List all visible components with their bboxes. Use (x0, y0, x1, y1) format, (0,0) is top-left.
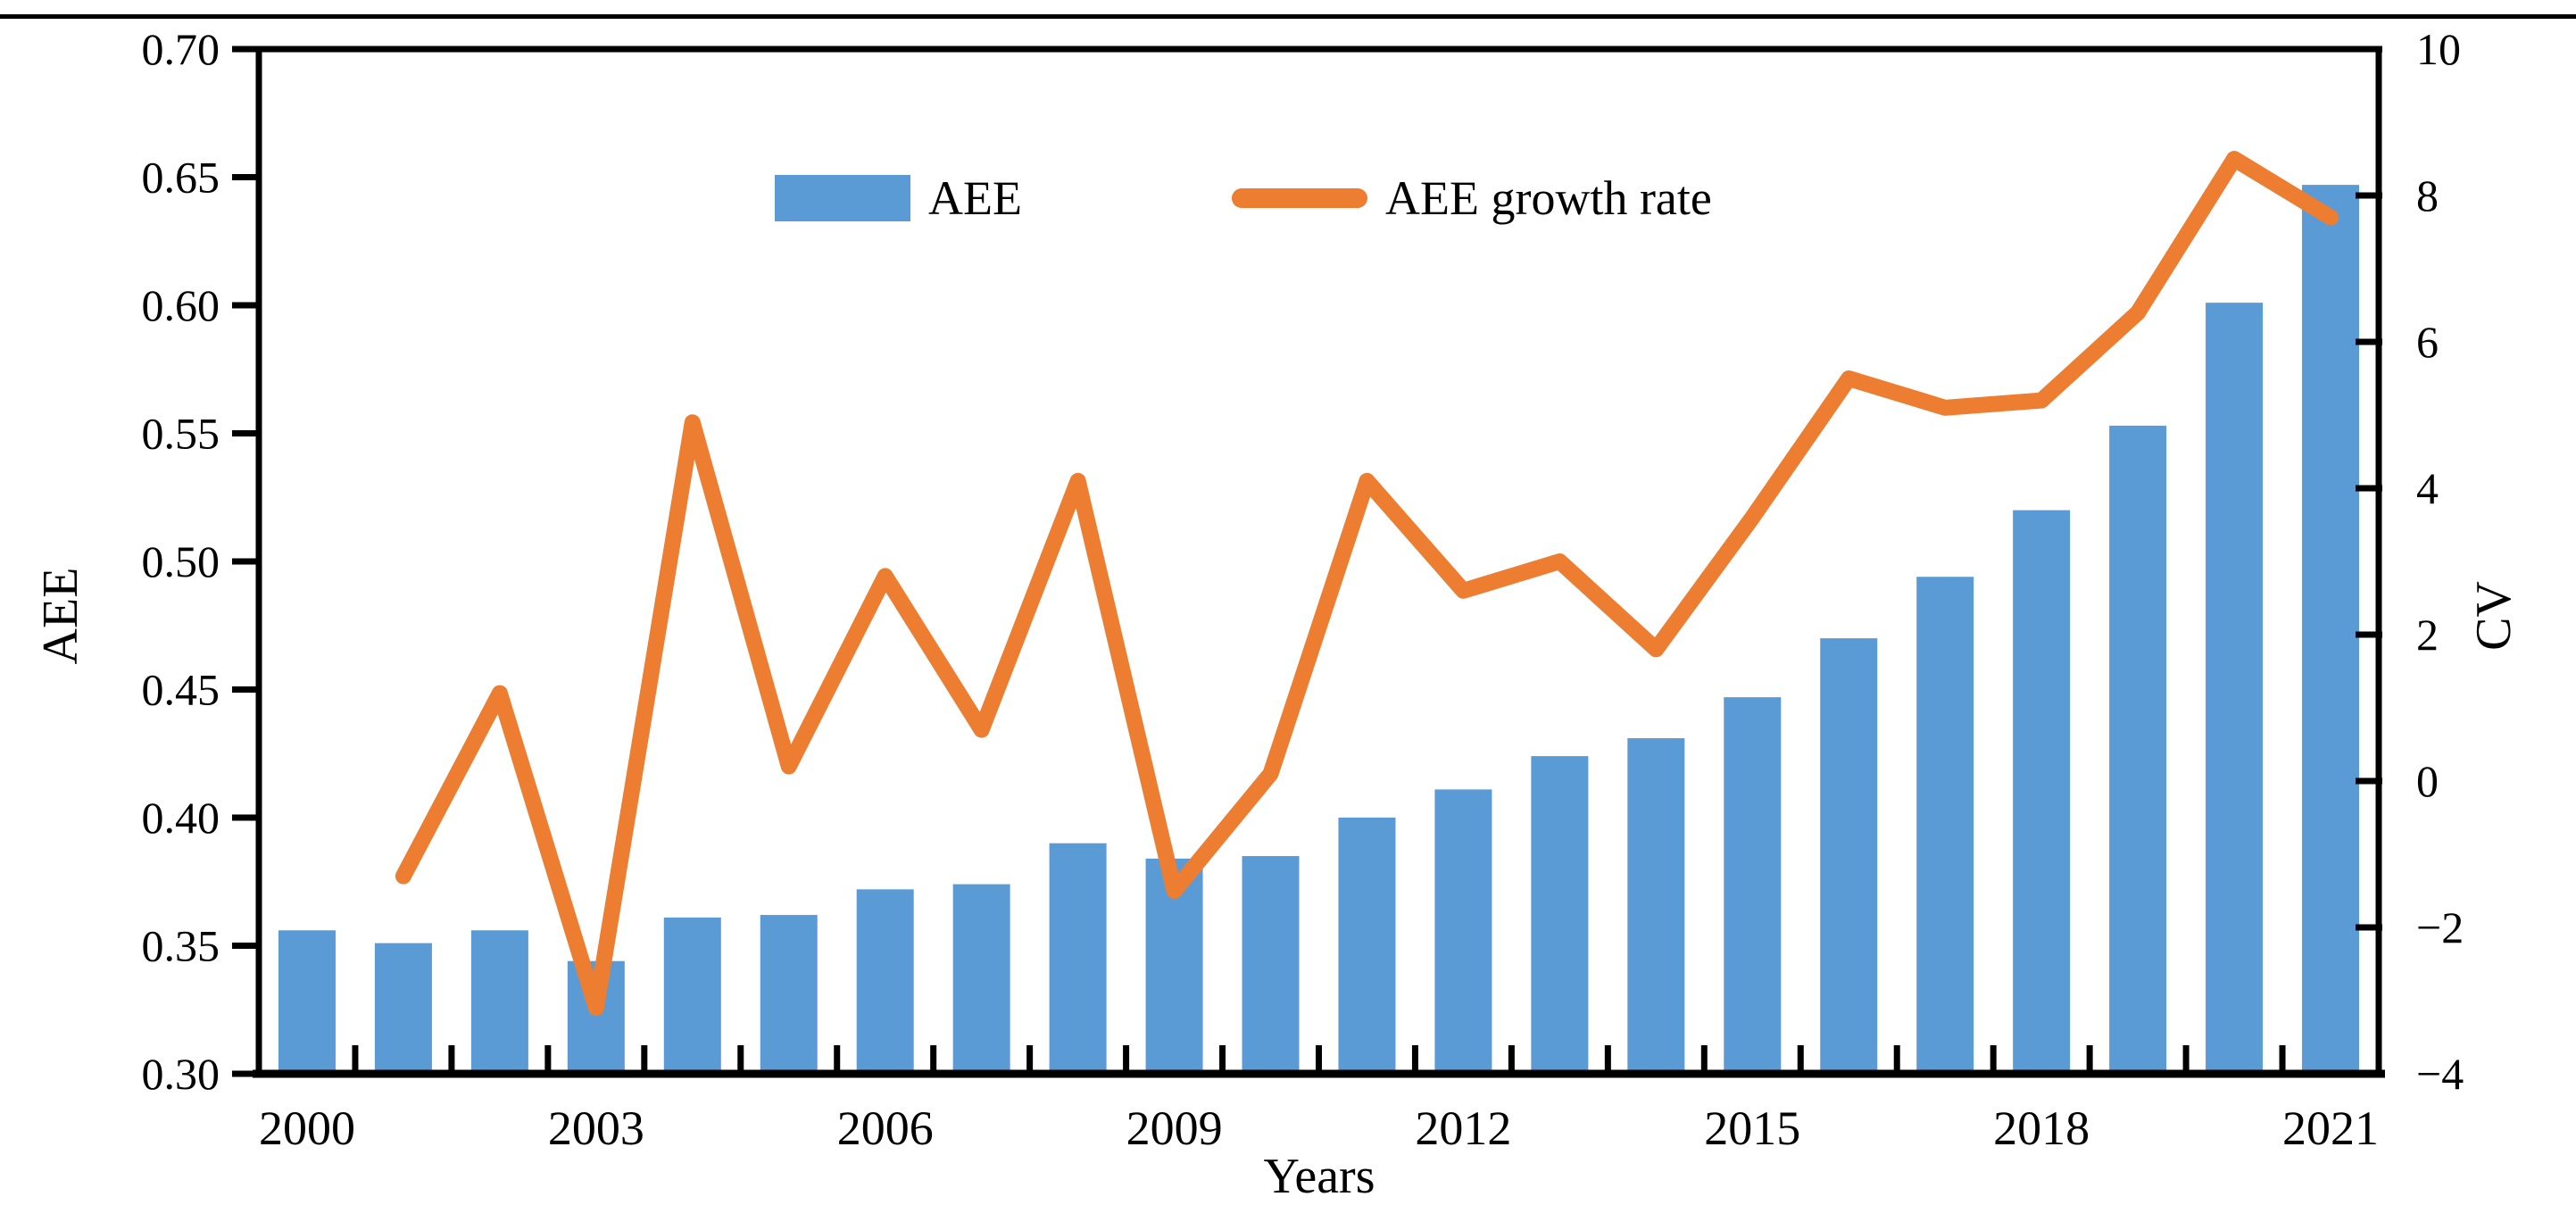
bar-2007 (952, 884, 1010, 1074)
bar-2000 (278, 930, 336, 1074)
y-right-tick-label-6: 6 (2416, 317, 2439, 367)
x-tick-label-2021: 2021 (2282, 1101, 2379, 1155)
page-top-rule (0, 14, 2576, 19)
bar-2011 (1338, 818, 1396, 1074)
x-tick-label-2003: 2003 (548, 1101, 644, 1155)
y-right-tick-label-2: 2 (2416, 610, 2439, 660)
bar-2015 (1724, 697, 1782, 1074)
bar-2010 (1242, 856, 1300, 1074)
bar-2001 (374, 943, 432, 1074)
bar-2008 (1049, 843, 1107, 1074)
bar-2004 (663, 917, 721, 1074)
x-axis-title: Years (1264, 1149, 1375, 1204)
x-tick-label-2000: 2000 (259, 1101, 355, 1155)
y-right-tick-label-−2: −2 (2416, 902, 2464, 952)
y-left-tick-label-0.50: 0.50 (142, 536, 220, 586)
legend-swatch-growth-line (1232, 188, 1367, 208)
y-left-tick-label-0.40: 0.40 (142, 793, 220, 843)
x-tick-label-2006: 2006 (837, 1101, 934, 1155)
y-left-tick-label-0.70: 0.70 (142, 24, 220, 74)
legend-label-growth: AEE growth rate (1385, 171, 1712, 225)
bar-2014 (1627, 738, 1685, 1074)
y-left-tick-label-0.35: 0.35 (142, 921, 220, 971)
bar-2021 (2302, 185, 2360, 1075)
y-left-tick-label-0.55: 0.55 (142, 409, 220, 459)
chart-generated-content: 0.30 0.35 0.40 0.45 0.50 0.55 0.60 0.65 0.70 10 8 6… (142, 24, 2464, 1155)
bar-2012 (1434, 789, 1492, 1074)
y-left-tick-label-0.30: 0.30 (142, 1049, 220, 1099)
x-tick-label-2012: 2012 (1415, 1101, 1511, 1155)
bar-2002 (470, 930, 528, 1074)
y-left-axis-title: AEE (33, 568, 88, 665)
legend-swatch-aee (775, 175, 910, 221)
y-left-tick-label-0.45: 0.45 (142, 665, 220, 715)
y-left-tick-label-0.60: 0.60 (142, 280, 220, 330)
growth-rate-line (395, 151, 2339, 1017)
bar-2013 (1531, 756, 1589, 1074)
bar-2016 (1820, 638, 1878, 1074)
x-tick-label-2018: 2018 (1993, 1101, 2090, 1155)
bar-2005 (760, 915, 818, 1074)
x-tick-label-2009: 2009 (1126, 1101, 1223, 1155)
chart-legend: AEE AEE growth rate (775, 171, 1712, 225)
y-right-tick-label-10: 10 (2416, 24, 2461, 74)
y-right-tick-label-0: 0 (2416, 756, 2439, 806)
y-right-axis-title: CV (2466, 581, 2522, 651)
bar-2020 (2206, 303, 2264, 1074)
y-right-tick-label-8: 8 (2416, 170, 2439, 220)
legend-label-aee: AEE (928, 171, 1022, 225)
bar-2006 (856, 889, 914, 1074)
y-right-tick-label-4: 4 (2416, 463, 2439, 513)
bar-2017 (1916, 577, 1974, 1074)
y-right-tick-label-−4: −4 (2416, 1049, 2464, 1099)
bar-2019 (2109, 425, 2167, 1074)
bar-2018 (2013, 510, 2071, 1074)
x-tick-label-2015: 2015 (1704, 1101, 1800, 1155)
y-left-tick-label-0.65: 0.65 (142, 153, 220, 203)
